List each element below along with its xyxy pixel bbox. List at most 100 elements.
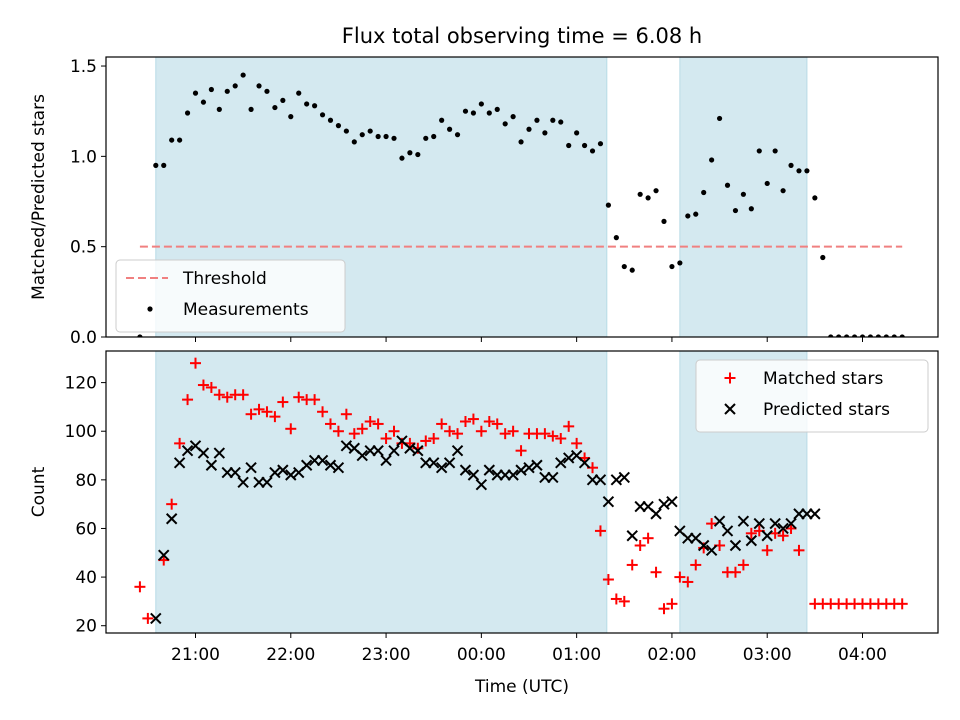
data-point [216,106,222,112]
data-point [705,544,718,557]
data-point [324,459,337,471]
data-point [507,469,519,481]
data-point [745,534,758,547]
data-point [261,476,273,488]
data-point [629,267,635,273]
data-point [483,464,496,476]
data-point [494,106,500,112]
data-point [674,571,686,583]
x-tick-label: 22:00 [266,645,315,665]
data-point [785,517,797,530]
legend-swatch [724,403,736,415]
data-point [153,162,159,168]
data-point [444,425,456,437]
data-point [272,104,278,111]
data-point [626,530,638,542]
data-point [475,425,487,437]
data-point [690,559,702,571]
data-point [550,117,556,123]
data-point [367,128,373,134]
data-point [618,471,630,484]
x-axis-label: Time (UTC) [474,677,569,697]
data-point [391,135,397,141]
data-point [253,403,265,415]
data-point [701,189,707,196]
data-point [415,151,421,158]
data-point [589,148,596,154]
data-point [436,418,448,430]
data-point [261,406,273,418]
data-point [859,334,866,337]
data-point [174,437,186,449]
data-point [208,86,214,93]
data-point [796,168,802,174]
data-point [245,408,257,420]
data-point [356,449,368,462]
x-tick-label: 01:00 [552,645,601,665]
shaded-interval [155,350,608,634]
legend-swatch [147,306,153,312]
data-point [264,88,270,94]
data-point [388,444,400,457]
data-point [470,110,477,116]
data-point [454,132,461,138]
y-tick-label: 0.0 [70,328,97,348]
data-point [510,114,516,120]
data-point [205,459,218,471]
data-point [380,454,392,467]
data-point [312,103,318,109]
data-point [697,539,710,552]
y-tick-label: 0.5 [70,238,97,258]
data-point [372,444,384,457]
data-point [150,612,162,625]
data-point [435,461,448,474]
data-point [883,334,889,337]
legend: Threshold Measurements [115,259,346,333]
data-point [499,428,511,440]
data-point [229,466,241,479]
data-point [666,496,678,508]
chart-title: Flux total observing time = 6.08 h [342,24,702,48]
data-point [706,518,718,530]
data-point [502,121,508,127]
data-point [420,435,432,447]
data-point [356,423,368,435]
data-point [677,260,683,266]
data-point [761,544,773,556]
x-tick-label: 23:00 [362,645,411,665]
data-point [190,357,201,369]
data-point [566,142,572,149]
data-point [177,137,183,143]
y-tick-label: 1.0 [70,147,97,167]
y-tick-label: 60 [75,519,97,539]
data-point [364,416,376,427]
y-tick-label: 100 [65,422,97,442]
axes-frame [105,350,939,634]
data-point [531,459,543,471]
series-predicted-stars [150,435,821,625]
data-point [571,437,583,449]
data-point [740,191,746,197]
data-point [867,334,874,337]
legend: Matched stars Predicted stars [695,359,929,433]
x-tick-label: 02:00 [647,645,696,665]
top-panel: 0.0 0.5 1.0 1.5 Matched/Predicted stars Thres… [29,56,939,348]
data-point [650,566,662,578]
data-point [240,72,246,78]
data-point [605,202,612,208]
data-point [793,544,805,556]
data-point [340,440,353,452]
data-point [515,445,527,457]
y-tick-label: 1.5 [70,57,97,77]
data-point [324,418,336,430]
legend-label: Matched stars [763,369,883,389]
legend-box [695,359,929,433]
data-point [181,444,194,457]
data-point [269,411,281,423]
data-point [200,99,207,105]
y-tick-label: 40 [75,568,97,588]
data-point [491,418,503,430]
data-point [729,539,742,552]
data-point [478,101,484,107]
data-point [245,461,257,474]
